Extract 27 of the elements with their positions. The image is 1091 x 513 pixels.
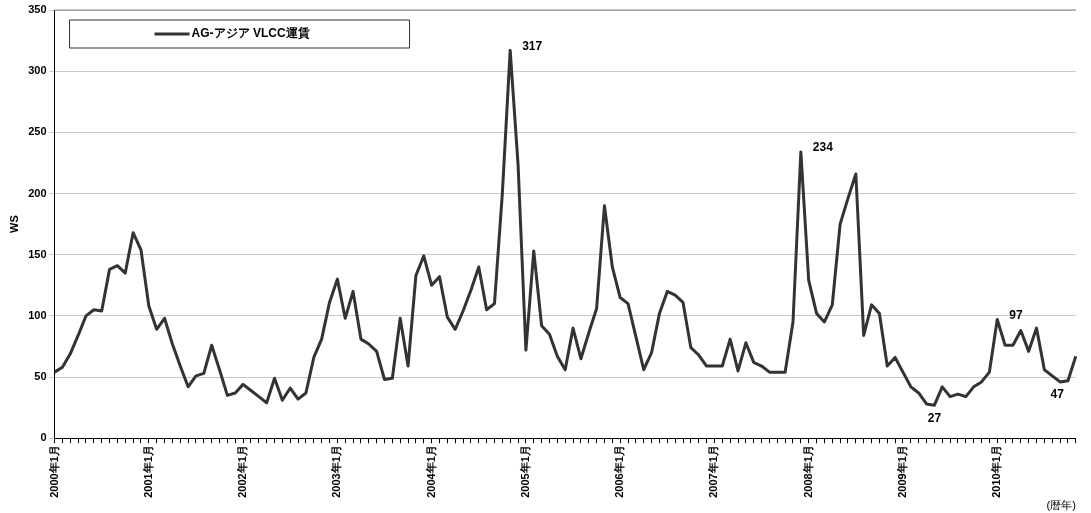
data-label: 27 <box>927 411 942 426</box>
data-label: 234 <box>812 140 834 155</box>
x-tick-label: 2001年1月 <box>141 445 154 498</box>
data-label: 47 <box>1050 387 1065 402</box>
data-label: 97 <box>1009 307 1023 322</box>
x-tick-label: 2000年1月 <box>47 445 60 498</box>
y-tick-label: 50 <box>34 370 47 383</box>
x-tick-label: 2008年1月 <box>801 445 814 498</box>
y-tick-label: 0 <box>40 431 47 444</box>
y-tick-label: 250 <box>28 125 47 138</box>
x-tick-label: 2005年1月 <box>518 445 531 498</box>
x-tick-label: 2007年1月 <box>707 445 720 498</box>
x-tick-label: 2006年1月 <box>613 445 626 498</box>
x-tick-label: 2003年1月 <box>330 445 343 498</box>
y-tick-label: 300 <box>28 64 47 77</box>
y-tick-label: 350 <box>28 3 47 16</box>
x-tick-label: 2004年1月 <box>424 445 437 498</box>
y-tick-label: 100 <box>28 308 47 321</box>
legend-label: AG-アジア VLCC運賃 <box>191 26 310 41</box>
x-axis-title: (暦年) <box>1046 499 1076 512</box>
x-tick-label: 2009年1月 <box>896 445 908 498</box>
y-tick-label: 150 <box>28 247 47 260</box>
y-axis-title: WS <box>7 215 20 233</box>
data-label: 317 <box>522 38 543 53</box>
x-tick-label: 2002年1月 <box>236 445 249 498</box>
y-tick-label: 200 <box>28 186 47 199</box>
x-tick-label: 2010年1月 <box>990 445 1003 498</box>
